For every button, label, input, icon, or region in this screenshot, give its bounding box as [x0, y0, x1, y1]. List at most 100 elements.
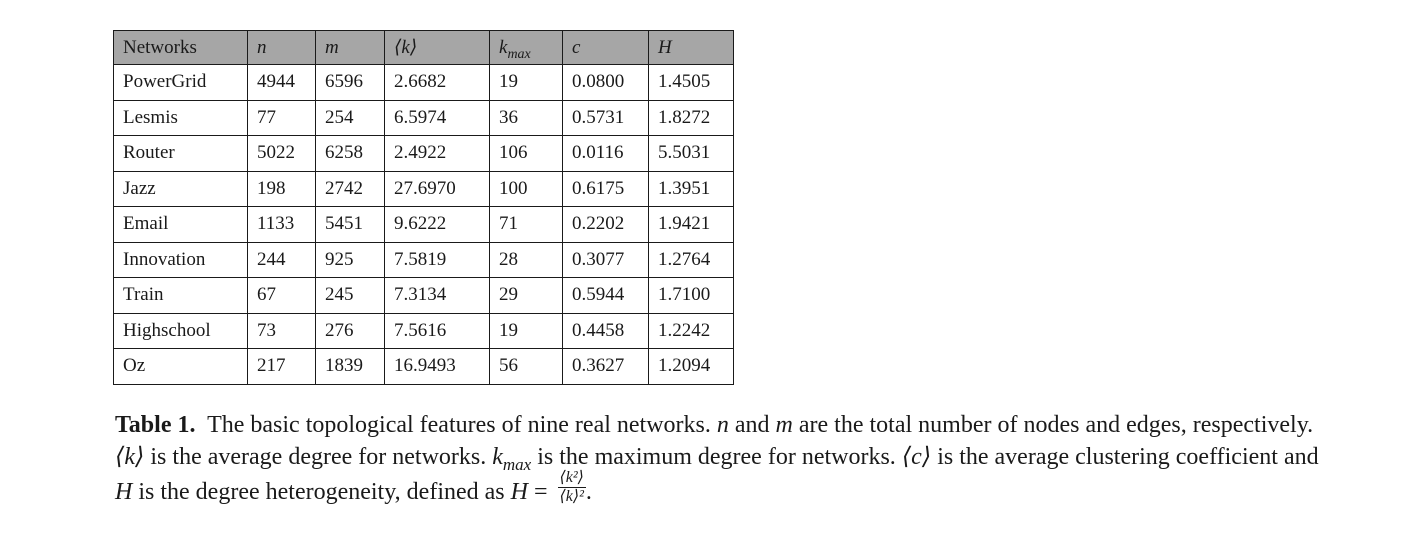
fraction-numerator: ⟨k²⟩	[557, 469, 586, 488]
caption-kmax-base: k	[492, 444, 503, 470]
cell-avg-degree: 7.5819	[384, 241, 490, 278]
caption-text-6: is the average clustering coefficient an…	[931, 444, 1319, 470]
cell-m: 245	[315, 277, 385, 314]
table-body: PowerGrid 4944 6596 2.6682 19 0.0800 1.4505 Les…	[113, 64, 734, 385]
cell-network: Highschool	[113, 312, 248, 349]
cell-n: 4944	[247, 64, 316, 101]
caption-eq-h: H	[510, 479, 528, 506]
cell-m: 5451	[315, 206, 385, 243]
table-header-row: Networks n m ⟨k⟩ kmax c H	[113, 30, 734, 65]
caption-text-7: is the degree heterogeneity, defined as	[132, 479, 511, 506]
header-h: H	[648, 30, 734, 65]
header-kmax-base: k	[499, 36, 508, 58]
cell-c: 0.2202	[562, 206, 649, 243]
caption-text-4: is the average degree for networks.	[144, 444, 493, 470]
table-row: Lesmis 77 254 6.5974 36 0.5731 1.8272	[113, 99, 734, 136]
cell-n: 67	[247, 277, 316, 314]
caption-var-c: ⟨c⟩	[901, 444, 932, 470]
cell-h: 1.3951	[648, 170, 734, 207]
cell-network: Lesmis	[113, 99, 248, 136]
cell-avg-degree: 9.6222	[384, 206, 490, 243]
table-row: Jazz 198 2742 27.6970 100 0.6175 1.3951	[113, 170, 734, 207]
header-m: m	[315, 30, 385, 65]
cell-m: 1839	[315, 348, 385, 385]
cell-avg-degree: 2.4922	[384, 135, 490, 172]
cell-c: 0.3077	[562, 241, 649, 278]
cell-c: 0.6175	[562, 170, 649, 207]
cell-kmax: 56	[489, 348, 563, 385]
caption-var-m: m	[775, 412, 793, 438]
caption-text-2: and	[728, 412, 776, 438]
table-caption: Table 1. The basic topological features …	[115, 409, 1330, 512]
caption-var-k: ⟨k⟩	[115, 444, 145, 470]
cell-kmax: 36	[489, 99, 563, 136]
cell-n: 198	[247, 170, 316, 207]
cell-m: 276	[315, 312, 385, 349]
cell-m: 254	[315, 99, 385, 136]
cell-n: 1133	[247, 206, 316, 243]
cell-kmax: 100	[489, 170, 563, 207]
caption-text-3: are the total number of nodes and edges,…	[792, 412, 1314, 438]
table-row: Innovation 244 925 7.5819 28 0.3077 1.2764	[113, 241, 734, 278]
cell-h: 1.4505	[648, 64, 734, 101]
cell-h: 1.2094	[648, 348, 734, 385]
fraction-denominator: ⟨k⟩²	[559, 488, 584, 505]
cell-avg-degree: 7.5616	[384, 312, 490, 349]
cell-c: 0.4458	[562, 312, 649, 349]
table-row: Train 67 245 7.3134 29 0.5944 1.7100	[113, 277, 734, 314]
cell-kmax: 71	[489, 206, 563, 243]
cell-h: 1.2242	[648, 312, 734, 349]
caption-var-n: n	[716, 412, 729, 438]
table-row: Oz 217 1839 16.9493 56 0.3627 1.2094	[113, 348, 734, 385]
cell-avg-degree: 2.6682	[384, 64, 490, 101]
cell-c: 0.5944	[562, 277, 649, 314]
cell-avg-degree: 27.6970	[384, 170, 490, 207]
cell-c: 0.0116	[562, 135, 649, 172]
caption-label: Table 1.	[115, 412, 196, 438]
cell-n: 217	[247, 348, 316, 385]
network-features-table: Networks n m ⟨k⟩ kmax c H PowerGrid 4944 6…	[113, 30, 734, 385]
cell-n: 73	[247, 312, 316, 349]
table-row: Router 5022 6258 2.4922 106 0.0116 5.5031	[113, 135, 734, 172]
cell-network: Train	[113, 277, 248, 314]
cell-n: 77	[247, 99, 316, 136]
table-row: Highschool 73 276 7.5616 19 0.4458 1.2242	[113, 312, 734, 349]
cell-avg-degree: 7.3134	[384, 277, 490, 314]
cell-h: 1.8272	[648, 99, 734, 136]
caption-text-5: is the maximum degree for networks.	[531, 444, 902, 470]
cell-kmax: 29	[489, 277, 563, 314]
table-row: PowerGrid 4944 6596 2.6682 19 0.0800 1.4505	[113, 64, 734, 101]
cell-kmax: 106	[489, 135, 563, 172]
caption-text-1: The basic topological features of nine r…	[207, 412, 717, 438]
cell-avg-degree: 6.5974	[384, 99, 490, 136]
header-kmax: kmax	[489, 30, 563, 65]
cell-network: Email	[113, 206, 248, 243]
caption-end: .	[585, 479, 592, 506]
header-c: c	[562, 30, 649, 65]
caption-var-kmax: kmax	[492, 444, 531, 474]
cell-c: 0.3627	[562, 348, 649, 385]
caption-var-h: H	[115, 479, 133, 506]
cell-network: Oz	[113, 348, 248, 385]
cell-network: Innovation	[113, 241, 248, 278]
cell-h: 1.7100	[648, 277, 734, 314]
cell-network: PowerGrid	[113, 64, 248, 101]
caption-fraction: ⟨k²⟩ ⟨k⟩²	[557, 469, 586, 506]
cell-n: 5022	[247, 135, 316, 172]
cell-m: 2742	[315, 170, 385, 207]
cell-c: 0.5731	[562, 99, 649, 136]
cell-kmax: 19	[489, 312, 563, 349]
cell-avg-degree: 16.9493	[384, 348, 490, 385]
header-networks: Networks	[113, 30, 248, 65]
cell-network: Router	[113, 135, 248, 172]
header-avg-degree: ⟨k⟩	[384, 30, 490, 65]
cell-m: 925	[315, 241, 385, 278]
caption-equals: =	[527, 479, 554, 506]
caption-kmax-sub: max	[502, 455, 532, 474]
cell-n: 244	[247, 241, 316, 278]
cell-network: Jazz	[113, 170, 248, 207]
cell-kmax: 19	[489, 64, 563, 101]
header-n: n	[247, 30, 316, 65]
cell-h: 5.5031	[648, 135, 734, 172]
cell-h: 1.2764	[648, 241, 734, 278]
